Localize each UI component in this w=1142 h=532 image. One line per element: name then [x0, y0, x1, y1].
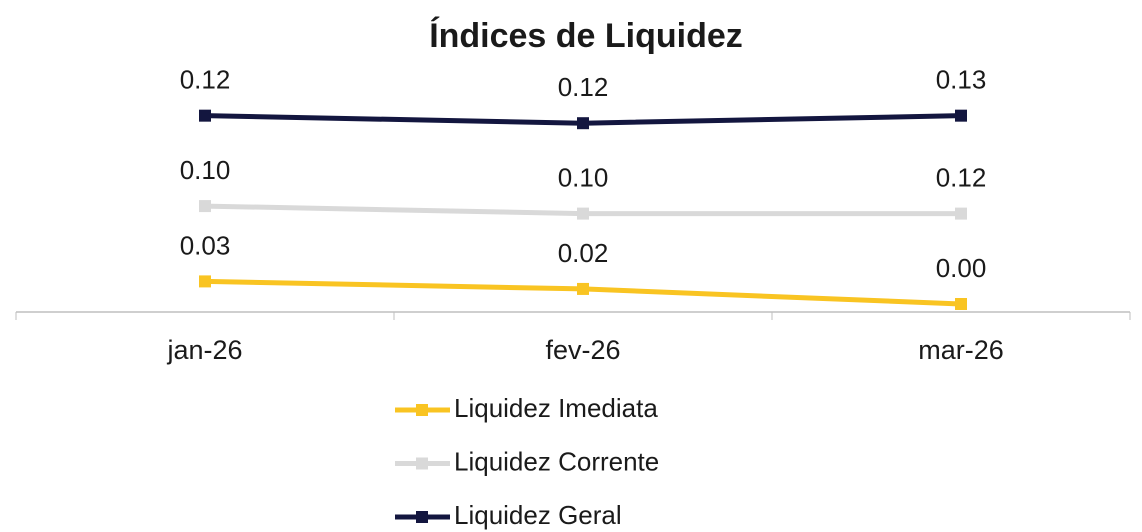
chart-title: Índices de Liquidez [429, 17, 743, 55]
data-label: 0.00 [936, 253, 987, 283]
data-label: 0.02 [558, 238, 609, 268]
marker [955, 207, 967, 220]
legend-label: Liquidez Corrente [454, 446, 659, 476]
data-label: 0.10 [180, 155, 231, 185]
marker [199, 275, 211, 288]
marker [955, 109, 967, 122]
data-label: 0.12 [558, 72, 609, 102]
x-tick-label: mar-26 [918, 335, 1004, 365]
x-tick-label: jan-26 [166, 335, 242, 365]
data-label: 0.10 [558, 162, 609, 192]
marker [955, 298, 967, 310]
legend-marker [416, 404, 428, 416]
data-label: 0.13 [936, 65, 987, 95]
x-tick-label: fev-26 [545, 335, 620, 365]
data-label: 0.12 [180, 65, 231, 95]
marker [199, 109, 211, 122]
marker [199, 200, 211, 213]
data-label: 0.03 [180, 230, 231, 260]
legend-marker [416, 457, 428, 470]
legend-marker [416, 511, 428, 523]
legend-label: Liquidez Imediata [454, 393, 658, 423]
data-label: 0.12 [936, 162, 987, 192]
marker [577, 207, 589, 220]
marker [577, 282, 589, 295]
legend-label: Liquidez Geral [454, 500, 622, 530]
marker [577, 117, 589, 130]
